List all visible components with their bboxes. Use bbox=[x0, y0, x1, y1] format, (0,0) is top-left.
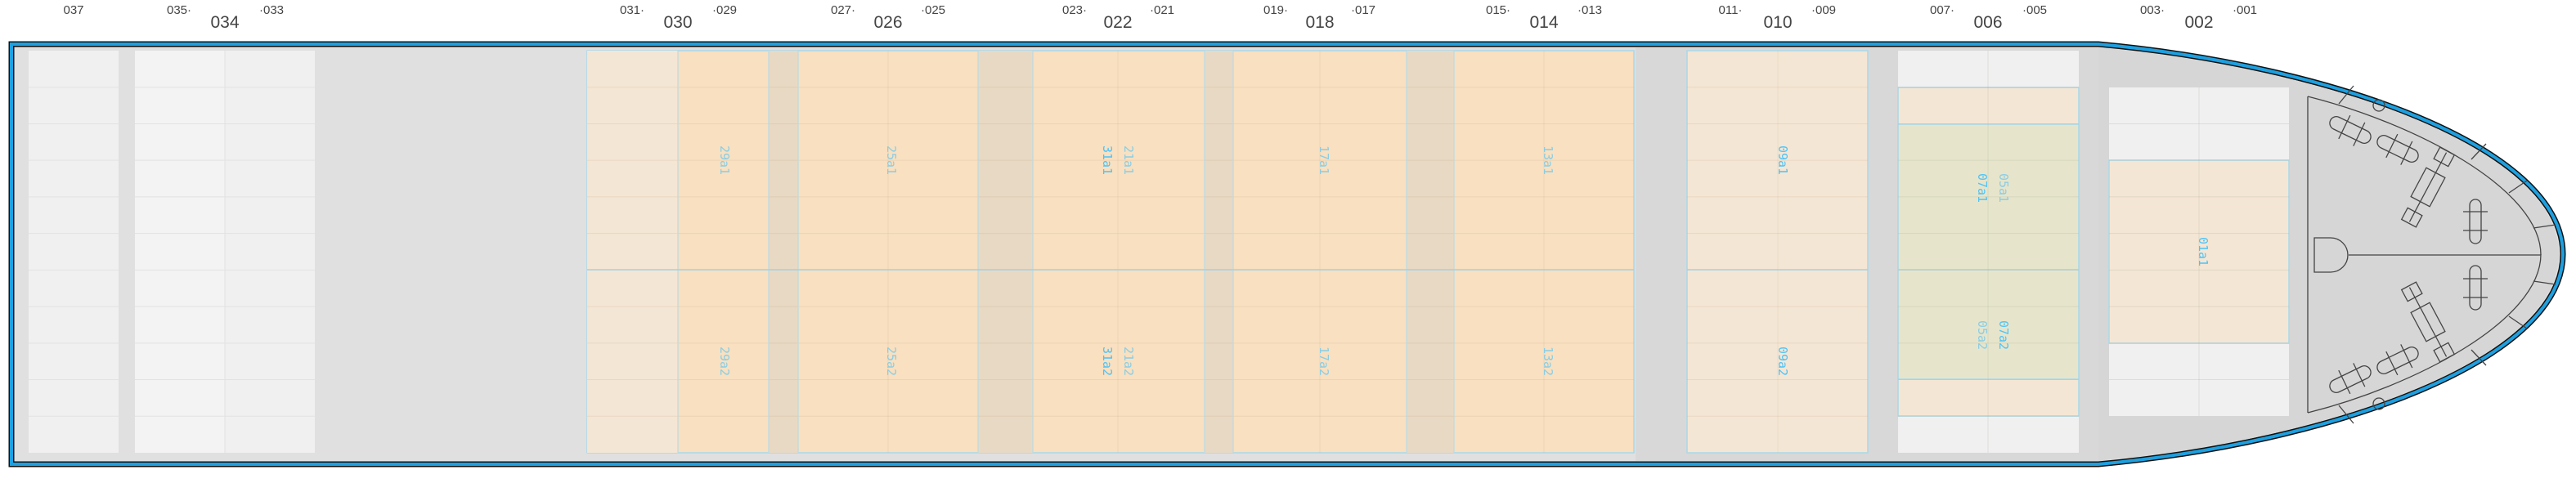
bay-number[interactable]: 002 bbox=[2184, 13, 2214, 32]
bay-sub-right[interactable]: ·017 bbox=[1350, 3, 1376, 17]
bollard-icon bbox=[2372, 99, 2385, 112]
slot-label-31a1[interactable]: 31a1 bbox=[1100, 145, 1115, 176]
bay-sub-right[interactable]: ·033 bbox=[258, 3, 285, 17]
bay-number[interactable]: 034 bbox=[210, 13, 240, 32]
slot-label-25a2[interactable]: 25a2 bbox=[884, 346, 899, 377]
slot-label-09a2[interactable]: 09a2 bbox=[1775, 346, 1790, 377]
rail-tick bbox=[2338, 85, 2354, 105]
mooring-bitt-icon bbox=[2329, 363, 2372, 395]
bay-sub-left[interactable]: 003· bbox=[2139, 3, 2165, 17]
bay-sub-right[interactable]: ·013 bbox=[1577, 3, 1603, 17]
windlass-icon bbox=[2400, 146, 2456, 228]
bay-number[interactable]: 018 bbox=[1305, 13, 1335, 32]
bay-sub-right[interactable]: ·029 bbox=[711, 3, 738, 17]
bay-037-cell[interactable] bbox=[29, 51, 119, 453]
slot-label-05a1[interactable]: 05a1 bbox=[1996, 172, 2011, 204]
rail-tick bbox=[2508, 315, 2528, 329]
mooring-bitt-icon bbox=[2329, 114, 2372, 146]
hatch-gap[interactable] bbox=[1407, 51, 1454, 453]
slot-label-05a2[interactable]: 05a2 bbox=[1975, 320, 1990, 351]
bow-port-side bbox=[2307, 85, 2556, 256]
bay-sub-right[interactable]: ·009 bbox=[1811, 3, 1837, 17]
rail-tick bbox=[2471, 349, 2487, 366]
bay-number[interactable]: 026 bbox=[873, 13, 903, 32]
bow-deck bbox=[2307, 85, 2556, 424]
rail-tick bbox=[2471, 143, 2487, 160]
bay-002-tan[interactable] bbox=[2108, 159, 2290, 344]
bay-number[interactable]: 030 bbox=[663, 13, 693, 32]
bay-sub-left[interactable]: 007· bbox=[1929, 3, 1955, 17]
bay-number[interactable]: 006 bbox=[1973, 13, 2003, 32]
windlass-icon bbox=[2400, 281, 2456, 363]
bay-sub-left[interactable]: 019· bbox=[1263, 3, 1289, 17]
slot-label-31a2[interactable]: 31a2 bbox=[1100, 346, 1115, 377]
hatch-gap[interactable] bbox=[978, 51, 1033, 453]
rail-tick bbox=[2533, 280, 2556, 285]
slot-label-13a2[interactable]: 13a2 bbox=[1541, 346, 1555, 377]
bay-sub-right[interactable]: ·001 bbox=[2232, 3, 2258, 17]
hatch-gap[interactable] bbox=[1205, 51, 1233, 453]
mooring-bitt-icon bbox=[2376, 133, 2419, 165]
bay-sub-right[interactable]: ·005 bbox=[2022, 3, 2048, 17]
slot-label-29a1[interactable]: 29a1 bbox=[717, 145, 732, 176]
bay-sub-left[interactable]: 035· bbox=[166, 3, 192, 17]
capstan-icon bbox=[2463, 199, 2488, 244]
bay-sub-left[interactable]: 037 bbox=[63, 3, 84, 17]
bow-starboard-side bbox=[2307, 253, 2556, 424]
slot-label-09a1[interactable]: 09a1 bbox=[1775, 145, 1790, 176]
slot-label-07a2[interactable]: 07a2 bbox=[1996, 320, 2011, 351]
bay-number[interactable]: 010 bbox=[1763, 13, 1793, 32]
rail-tick bbox=[2533, 224, 2556, 229]
bollard-icon bbox=[2372, 397, 2385, 410]
slot-label-21a1[interactable]: 21a1 bbox=[1121, 145, 1136, 176]
bay-sub-left[interactable]: 015· bbox=[1485, 3, 1511, 17]
bay-sub-left[interactable]: 031· bbox=[619, 3, 645, 17]
bay-number[interactable]: 022 bbox=[1103, 13, 1133, 32]
slot-label-13a1[interactable]: 13a1 bbox=[1541, 145, 1555, 176]
bay-006-green-lower[interactable] bbox=[1897, 269, 2080, 380]
bay-sub-left[interactable]: 027· bbox=[830, 3, 856, 17]
capstan-icon bbox=[2463, 265, 2488, 311]
bay-sub-left[interactable]: 011· bbox=[1718, 3, 1743, 17]
hatch-gap[interactable] bbox=[769, 51, 798, 453]
hull-outline-blue bbox=[10, 42, 2565, 466]
slot-label-17a1[interactable]: 17a1 bbox=[1317, 145, 1331, 176]
slot-label-25a1[interactable]: 25a1 bbox=[884, 145, 899, 176]
slot-label-01a1[interactable]: 01a1 bbox=[2196, 236, 2210, 267]
bay-031-cell[interactable] bbox=[587, 51, 678, 453]
slot-label-07a1[interactable]: 07a1 bbox=[1975, 172, 1990, 204]
bay-035-cell[interactable] bbox=[135, 51, 225, 453]
mooring-bitt-icon bbox=[2376, 344, 2419, 376]
bay-sub-right[interactable]: ·025 bbox=[920, 3, 946, 17]
bay-sub-left[interactable]: 023· bbox=[1061, 3, 1088, 17]
rail-tick bbox=[2338, 405, 2354, 424]
bay-010-cell[interactable] bbox=[1686, 50, 1869, 454]
rail-tick bbox=[2508, 180, 2528, 194]
hold-block[interactable] bbox=[586, 50, 1635, 454]
bow-stopper-icon bbox=[2313, 237, 2349, 273]
slot-label-17a2[interactable]: 17a2 bbox=[1317, 346, 1331, 377]
cargo-cells bbox=[29, 50, 2290, 454]
slot-label-29a2[interactable]: 29a2 bbox=[717, 346, 732, 377]
slot-label-21a2[interactable]: 21a2 bbox=[1121, 346, 1136, 377]
bay-number[interactable]: 014 bbox=[1529, 13, 1559, 32]
bay-sub-right[interactable]: ·021 bbox=[1149, 3, 1175, 17]
